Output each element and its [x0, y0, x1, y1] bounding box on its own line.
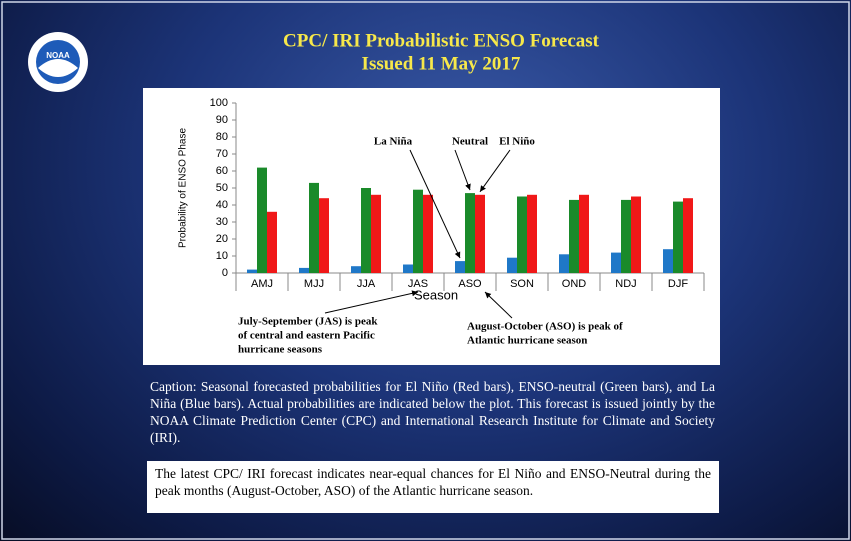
- bar: [507, 257, 517, 273]
- x-tick-label: AMJ: [251, 278, 273, 290]
- bar: [413, 189, 423, 273]
- bar: [351, 266, 361, 273]
- note: Atlantic hurricane season: [467, 335, 587, 347]
- y-tick-label: 50: [216, 182, 228, 194]
- bar: [579, 194, 589, 273]
- bar: [673, 201, 683, 273]
- bar: [309, 182, 319, 273]
- x-tick-label: DJF: [668, 278, 688, 290]
- x-tick-label: ASO: [458, 278, 482, 290]
- x-tick-label: NDJ: [615, 278, 636, 290]
- series-label: La Niña: [374, 136, 413, 148]
- y-tick-label: 0: [222, 267, 228, 279]
- summary: The latest CPC/ IRI forecast indicates n…: [147, 461, 719, 513]
- x-tick-label: OND: [562, 278, 587, 290]
- bar: [621, 199, 631, 273]
- x-tick-label: JAS: [408, 278, 428, 290]
- bar: [475, 194, 485, 273]
- bar: [517, 196, 527, 273]
- bar: [631, 196, 641, 273]
- x-tick-label: SON: [510, 278, 534, 290]
- bar: [423, 194, 433, 273]
- bar: [403, 264, 413, 273]
- y-tick-label: 100: [210, 97, 228, 109]
- y-tick-label: 80: [216, 131, 228, 143]
- bar: [465, 193, 475, 273]
- y-tick-label: 70: [216, 148, 228, 160]
- bar: [611, 252, 621, 273]
- bar: [371, 194, 381, 273]
- bar: [683, 198, 693, 273]
- bar: [319, 198, 329, 273]
- logo-text: NOAA: [46, 51, 70, 60]
- x-axis-label: Season: [414, 287, 458, 302]
- bar: [257, 167, 267, 273]
- bar: [267, 211, 277, 273]
- y-tick-label: 10: [216, 250, 228, 262]
- bar: [299, 267, 309, 273]
- series-label: El Niño: [499, 136, 535, 148]
- series-arrow: [409, 149, 461, 259]
- y-tick-label: 60: [216, 165, 228, 177]
- series-label: Neutral: [452, 136, 488, 148]
- note: hurricane seasons: [238, 344, 323, 356]
- y-axis-label: Probability of ENSO Phase: [178, 128, 189, 248]
- note: July-September (JAS) is peak: [238, 316, 378, 328]
- note-arrow: [324, 290, 419, 314]
- y-tick-label: 20: [216, 233, 228, 245]
- chart-title: CPC/ IRI Probabilistic ENSO Forecast: [283, 30, 600, 51]
- bar: [455, 261, 465, 273]
- bar: [559, 254, 569, 273]
- bar: [361, 188, 371, 273]
- chart-subtitle: Issued 11 May 2017: [362, 53, 521, 74]
- series-arrow: [479, 149, 511, 193]
- series-arrow: [454, 149, 471, 191]
- logo-wave: [38, 59, 78, 77]
- caption: Caption: Seasonal forecasted probabiliti…: [150, 379, 715, 445]
- bar: [569, 199, 579, 273]
- note: of central and eastern Pacific: [238, 330, 375, 342]
- note-arrow: [484, 291, 513, 319]
- y-tick-label: 90: [216, 114, 228, 126]
- bar: [663, 249, 673, 273]
- note: August-October (ASO) is peak of: [467, 321, 623, 333]
- y-tick-label: 40: [216, 199, 228, 211]
- y-tick-label: 30: [216, 216, 228, 228]
- bar: [527, 194, 537, 273]
- x-tick-label: JJA: [357, 278, 376, 290]
- x-tick-label: MJJ: [304, 278, 324, 290]
- bar: [247, 269, 257, 273]
